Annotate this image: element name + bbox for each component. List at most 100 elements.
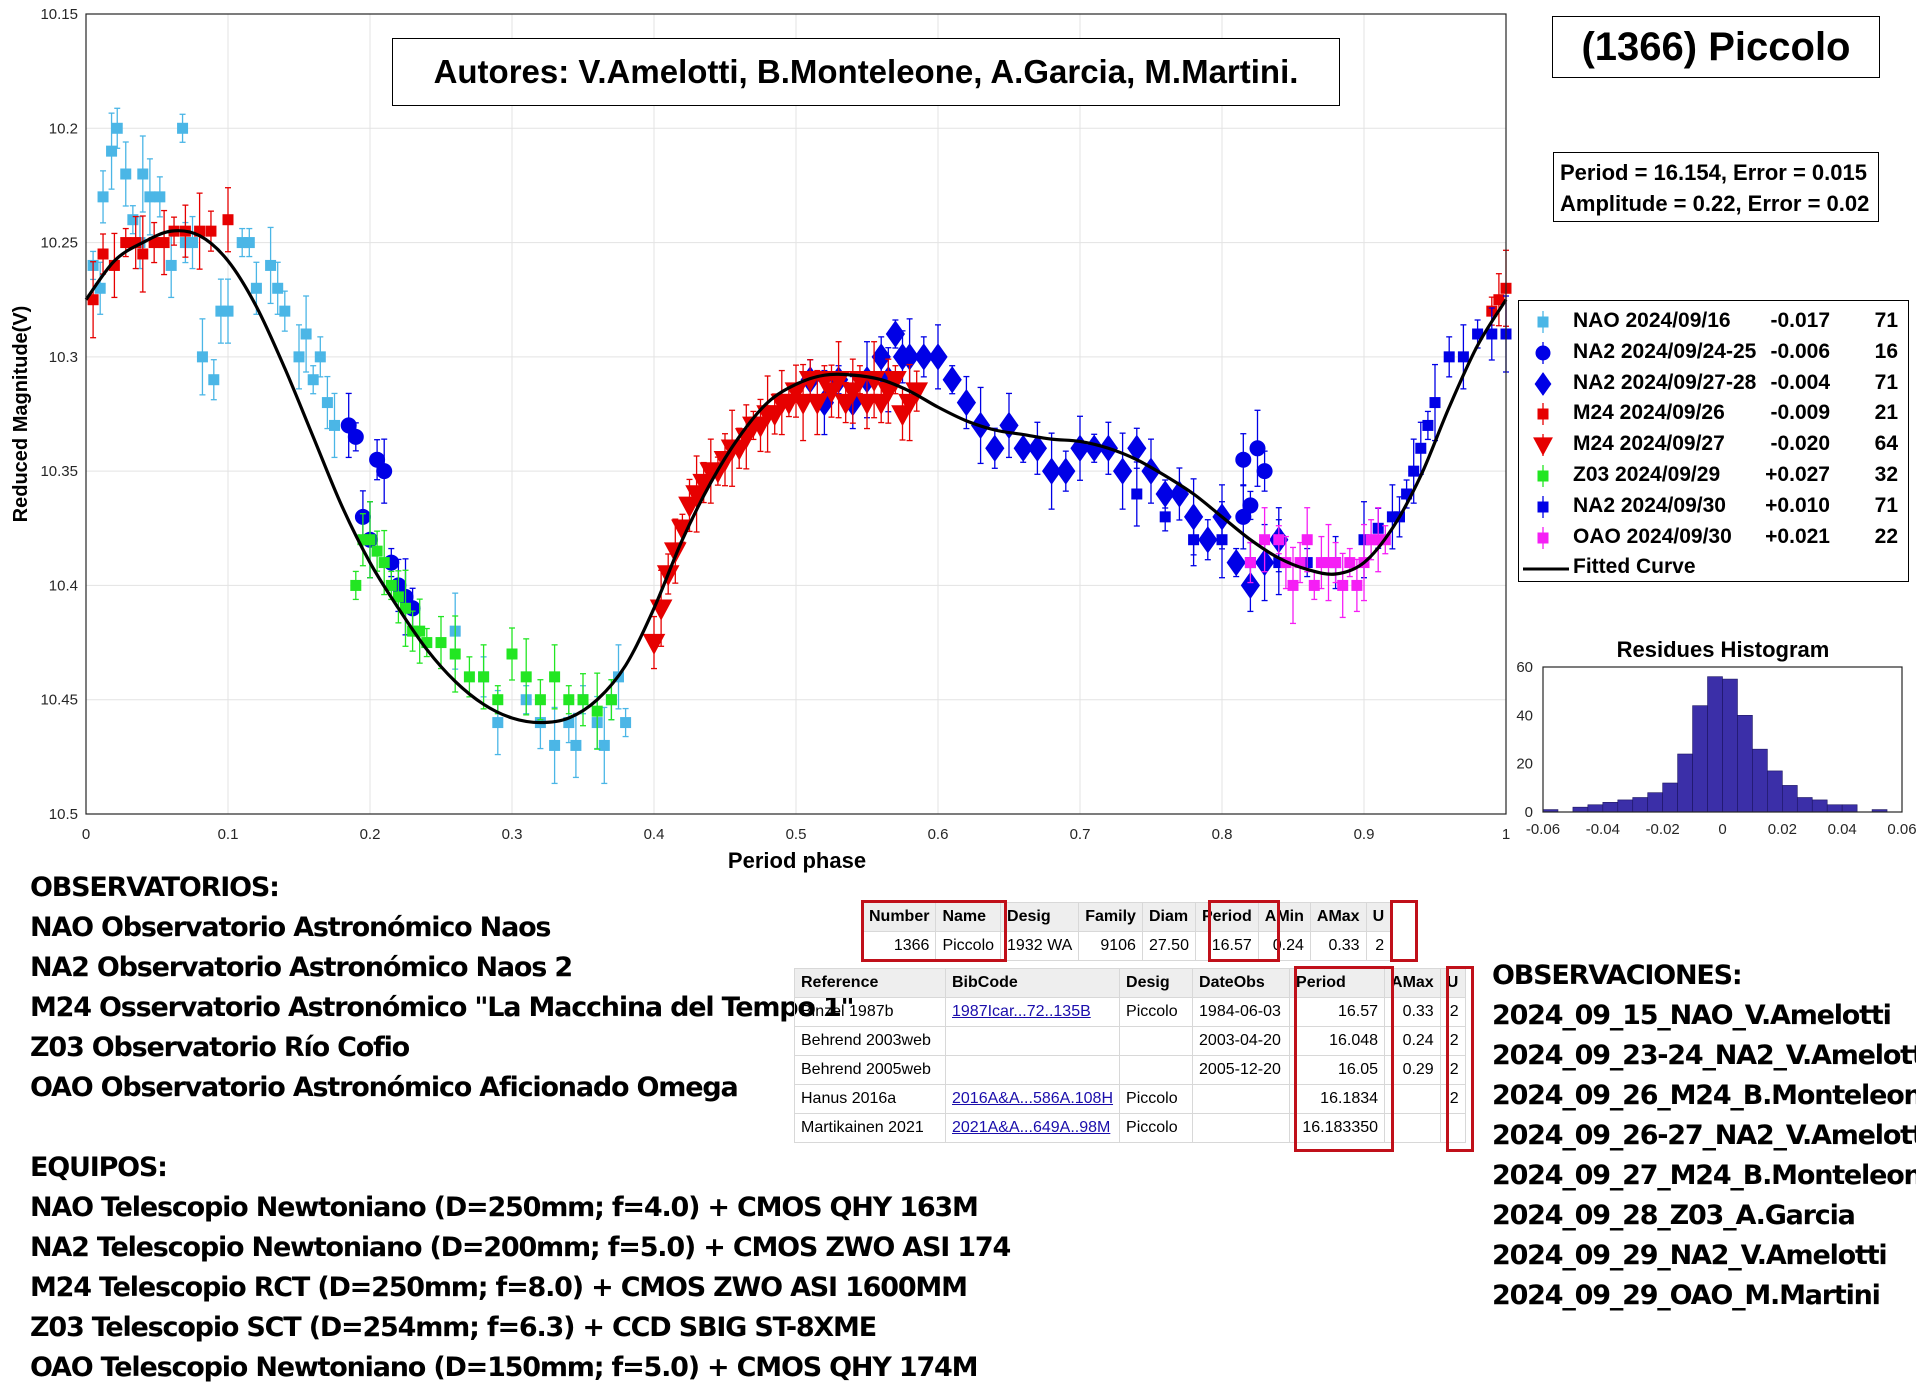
data-point (1308, 579, 1320, 591)
data-point (563, 694, 575, 706)
data-point (871, 343, 891, 371)
legend-count: 32 (1874, 463, 1898, 486)
legend-label: Z03 2024/09/29 (1573, 463, 1721, 486)
period-cell: 16.1834 (1289, 1084, 1386, 1114)
lcdb-references-table: Reference BibCode Desig DateObs Period A… (794, 968, 1466, 1143)
y-tick-label: 10.5 (49, 806, 78, 823)
observation-item: 2024_09_27_M24_B.Monteleone (1492, 1160, 1916, 1191)
data-point (1056, 457, 1076, 485)
data-point (956, 388, 977, 417)
observatory-item: M24 Osservatorio Astronómico "La Macchin… (30, 992, 855, 1023)
legend-entry: M24 2024/09/27 -0.020 64 (1519, 430, 1908, 460)
legend-entry: NA2 2024/09/27-28 -0.004 71 (1519, 369, 1908, 399)
summary-cell: 1932 WA (1000, 931, 1080, 961)
references-header: Reference (794, 968, 946, 998)
summary-cell: Piccolo (935, 931, 1002, 961)
data-point (1112, 457, 1133, 485)
object-name-box: (1366) Piccolo (1552, 16, 1880, 78)
data-point (591, 705, 603, 717)
observations-title: OBSERVACIONES: (1492, 960, 1743, 991)
data-point (985, 434, 1005, 462)
data-point (97, 191, 109, 203)
data-point (549, 671, 561, 683)
legend-count: 21 (1874, 401, 1898, 425)
summary-cell: 27.50 (1141, 931, 1196, 961)
data-point (549, 739, 561, 751)
legend-marker (1537, 526, 1549, 549)
references-header: DateObs (1192, 968, 1291, 998)
reference-cell: Binzel 1987b (794, 997, 946, 1027)
bibcode-link[interactable]: 2021A&A...649A..98M (944, 1113, 1121, 1143)
bibcode-link[interactable]: 2016A&A...586A.108H (944, 1084, 1121, 1114)
data-point (137, 248, 149, 260)
references-header: Desig (1119, 968, 1194, 998)
legend-symbol (1533, 437, 1553, 456)
histogram-bar (1602, 802, 1619, 813)
reference-cell: Martikainen 2021 (794, 1113, 946, 1143)
reference-cell: Hanus 2016a (794, 1084, 946, 1114)
bibcode-link[interactable] (944, 1055, 1121, 1085)
series-7 (1244, 507, 1391, 625)
data-point (1344, 557, 1356, 569)
table-row: Martikainen 2021 2021A&A...649A..98M Pic… (794, 1113, 1466, 1143)
x-tick-label: 0.7 (1070, 826, 1091, 843)
data-point (111, 122, 123, 134)
data-point (177, 122, 189, 134)
legend-marker (1533, 434, 1553, 457)
histogram-bar (1826, 804, 1843, 813)
data-point (1159, 511, 1171, 523)
data-point (137, 168, 149, 180)
legend-entry: M24 2024/09/26 -0.009 21 (1519, 399, 1908, 429)
data-point (347, 428, 364, 445)
x-tick-label: 0.9 (1354, 826, 1375, 843)
data-point (1337, 579, 1349, 591)
data-point (1259, 534, 1271, 546)
summary-header: Period (1194, 902, 1259, 932)
observatory-item: Z03 Observatorio Río Cofio (30, 1032, 410, 1063)
data-point (300, 328, 312, 340)
x-tick-label: 0 (82, 826, 90, 843)
data-point (577, 694, 589, 706)
histogram-y-tick: 0 (1525, 804, 1533, 821)
data-point (106, 145, 118, 157)
data-point (1235, 451, 1252, 468)
histogram-bars (1542, 676, 1888, 813)
histogram-bar (1782, 785, 1798, 813)
histogram-y-tick: 20 (1516, 756, 1533, 773)
observatory-item: NA2 Observatorio Astronómico Naos 2 (30, 952, 573, 983)
legend-label: NA2 2024/09/24-25 (1573, 339, 1757, 363)
legend-offset: -0.009 (1770, 401, 1830, 425)
histogram-bar (1587, 804, 1604, 813)
data-point (642, 633, 666, 655)
histogram-bar (1722, 678, 1738, 813)
data-point (885, 320, 906, 348)
desig-cell: Piccolo (1119, 1084, 1194, 1114)
data-points (87, 107, 1512, 785)
y-axis-label: Reduced Magnitude(V) (10, 306, 32, 523)
legend-count: 71 (1874, 370, 1898, 394)
legend-offset: +0.027 (1765, 463, 1830, 486)
data-point (144, 191, 156, 203)
legend-marker (1537, 403, 1549, 426)
data-point (534, 694, 546, 706)
data-point (1256, 463, 1273, 480)
data-point (208, 374, 220, 386)
data-point (1188, 534, 1200, 546)
dateobs-cell (1192, 1113, 1291, 1143)
series-5 (350, 501, 617, 750)
bibcode-link[interactable] (944, 1026, 1121, 1056)
fit-results-box: Period = 16.154, Error = 0.015 Amplitude… (1553, 152, 1879, 222)
data-point (196, 351, 208, 363)
histogram-bar (1692, 705, 1708, 813)
bibcode-link[interactable]: 1987Icar...72..135B (944, 997, 1121, 1027)
lcdb-summary-table: Number Name Desig Family Diam Period AMi… (861, 902, 1392, 961)
period-result: Period = 16.154, Error = 0.015 (1560, 160, 1867, 185)
legend-offset: -0.020 (1770, 432, 1830, 456)
data-point (1493, 294, 1505, 306)
observations-list: OBSERVACIONES: 2024_09_15_NAO_V.Amelotti… (1492, 956, 1916, 1316)
observation-item: 2024_09_29_OAO_M.Martini (1492, 1280, 1881, 1311)
x-tick-label: 0.5 (786, 826, 807, 843)
x-axis-label: Period phase (728, 848, 866, 873)
data-point (1240, 571, 1261, 600)
equipment-item: Z03 Telescopio SCT (D=254mm; f=6.3) + CC… (30, 1312, 877, 1343)
